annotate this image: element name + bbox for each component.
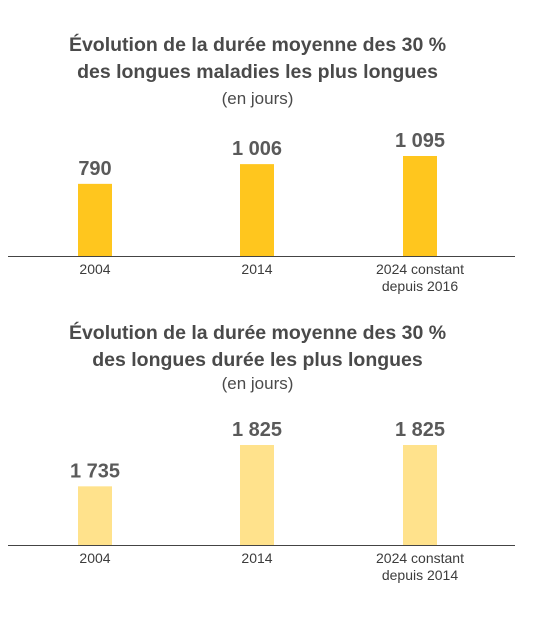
chart-1-bar-1: [78, 183, 112, 256]
chart-2-bar-1: [78, 486, 112, 545]
chart-1-tick-label-3: 2024 constant: [376, 261, 464, 277]
chart-2-value-label-3: 1 825: [395, 419, 445, 441]
chart-1-value-label-1: 790: [78, 158, 111, 180]
chart-2-tick-label-3-line-2: depuis 2014: [382, 567, 459, 583]
chart-1-tick-label-1: 2004: [79, 261, 110, 277]
chart-2-bar-2: [240, 445, 274, 545]
chart-2-tick-label-2: 2014: [241, 550, 272, 566]
chart-2-title: Évolution de la durée moyenne des 30 % d…: [0, 320, 515, 374]
chart-1-bar-2: [240, 164, 274, 256]
chart-1-subtitle: (en jours): [221, 89, 294, 108]
chart-2-plot: 1 735 2004 1 825 2014 1 825 2024 constantdepu…: [8, 419, 515, 583]
chart-2-tick-label-1: 2004: [79, 550, 110, 566]
chart-2-value-label-1: 1 735: [70, 460, 120, 482]
chart-1-value-label-3: 1 095: [395, 130, 445, 152]
chart-2-title-line-2: des longues durée les plus longues: [92, 349, 423, 371]
chart-2-subtitle: (en jours): [221, 374, 294, 393]
chart-1-plot: 790 2004 1 006 2014 1 095 2024 constantdepuis…: [8, 130, 515, 294]
chart-2-title-line-1: Évolution de la durée moyenne des 30 %: [68, 322, 447, 344]
chart-1-tick-label-2: 2014: [241, 261, 272, 277]
chart-1-bar-3: [403, 156, 437, 256]
chart-2-tick-label-3: 2024 constant: [376, 550, 464, 566]
chart-1-title-line-1: Évolution de la durée moyenne des 30 %: [68, 34, 447, 56]
chart-1-tick-label-3-line-2: depuis 2016: [382, 278, 459, 294]
chart-2-value-label-2: 1 825: [232, 419, 282, 441]
chart-1-title-line-2: des longues maladies les plus longues: [77, 61, 438, 83]
chart-1-value-label-2: 1 006: [232, 138, 282, 160]
chart-2-bar-3: [403, 445, 437, 545]
chart-1-title: Évolution de la durée moyenne des 30 % d…: [0, 32, 515, 86]
